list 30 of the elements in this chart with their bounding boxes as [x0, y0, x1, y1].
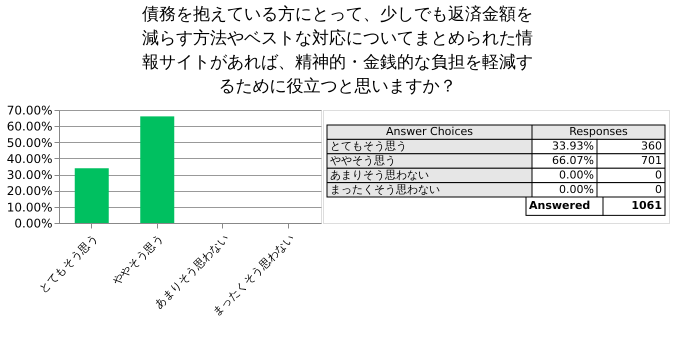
- y-tick-label: 0.00%: [14, 216, 52, 230]
- text: まったくそう思わない: [330, 182, 440, 196]
- text: 0: [655, 182, 662, 196]
- y-tick-label: 50.00%: [6, 136, 52, 150]
- x-tick-label: とてもそう思う: [36, 232, 100, 296]
- text: 1061: [631, 199, 662, 212]
- text: るために役立つと思いますか？: [218, 76, 457, 96]
- text: Answer Choices: [386, 125, 474, 138]
- y-tick-label: 60.00%: [6, 120, 52, 134]
- y-tick-label: 70.00%: [6, 104, 52, 118]
- y-tick-label: 30.00%: [6, 168, 52, 182]
- x-tick-label: ややそう思う: [110, 232, 166, 288]
- text: Answered: [529, 199, 590, 212]
- y-tick-label: 40.00%: [6, 152, 52, 166]
- text: ややそう思う: [330, 154, 396, 167]
- y-tick-label: 20.00%: [6, 184, 52, 198]
- text: 66.07%: [552, 154, 594, 167]
- text: 減らす方法やベストな対応についてまとめられた情: [142, 28, 534, 48]
- text: 報サイトがあれば、精神的・金銭的な負担を軽減す: [142, 52, 534, 72]
- text: あまりそう思わない: [330, 168, 429, 182]
- text: 360: [641, 140, 662, 153]
- text: 0: [655, 168, 662, 182]
- text: 債務を抱えている方にとって、少しでも返済金額を: [142, 4, 534, 24]
- text: 0.00%: [559, 168, 594, 182]
- y-tick-label: 10.00%: [6, 200, 52, 214]
- text: とてもそう思う: [330, 140, 407, 153]
- text: 701: [641, 154, 662, 167]
- text: Responses: [569, 125, 628, 138]
- text: 0.00%: [559, 182, 594, 196]
- text: 33.93%: [552, 140, 594, 153]
